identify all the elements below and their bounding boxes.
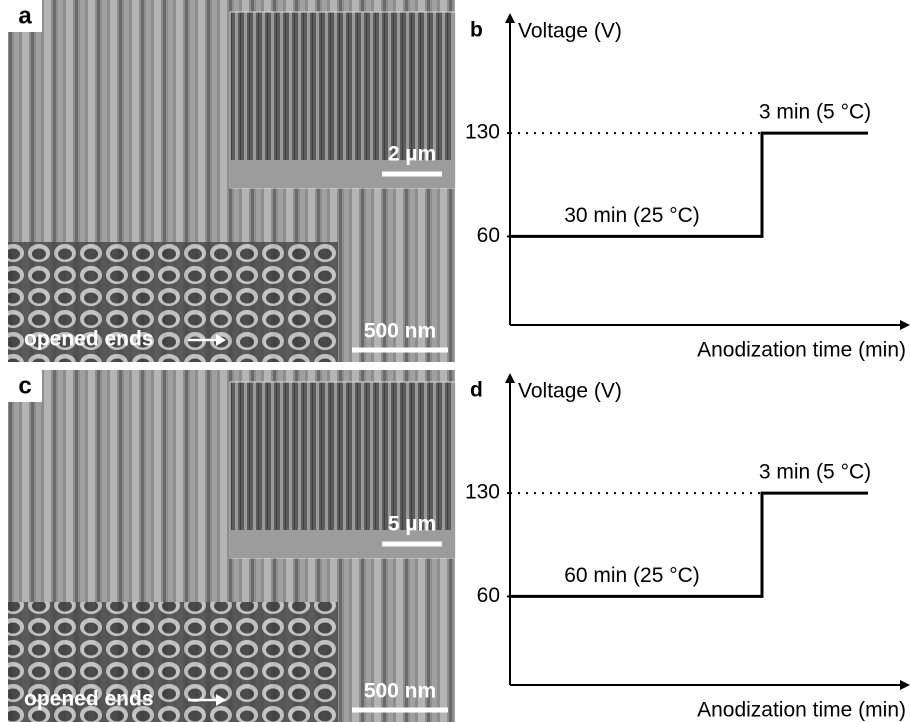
stage-label: 30 min (25 °C) [564, 204, 700, 227]
inset-scale-text: 5 µm [388, 513, 436, 536]
voltage-plot: b Voltage (V) Anodization time (min) 60 130 3… [465, 15, 908, 362]
y-tick-label: 130 [465, 121, 500, 144]
y-axis-label: Voltage (V) [518, 380, 622, 403]
x-axis-label: Anodization time (min) [697, 339, 906, 362]
y-tick-label: 130 [465, 481, 500, 504]
voltage-plot: d Voltage (V) Anodization time (min) 60 130 6… [465, 375, 908, 722]
stage-label: 3 min (5 °C) [759, 101, 871, 124]
scale-text: 500 nm [364, 680, 436, 703]
scale-text: 500 nm [364, 320, 436, 343]
x-axis-label: Anodization time (min) [697, 699, 906, 722]
inset-scale-text: 2 µm [388, 143, 436, 166]
annotation: opened ends [24, 328, 154, 351]
stage-label: 60 min (25 °C) [564, 564, 700, 587]
panel-label: b [470, 19, 483, 42]
annotation: opened ends [24, 688, 154, 711]
sem-image: a 2 µm 500 nm opened ends [8, 0, 455, 362]
panel-label: d [470, 379, 483, 402]
panel-label: c [18, 372, 31, 399]
y-tick-label: 60 [477, 584, 500, 607]
sem-image: c 5 µm 500 nm opened ends [8, 370, 455, 722]
stage-label: 3 min (5 °C) [759, 461, 871, 484]
y-tick-label: 60 [477, 224, 500, 247]
y-axis-label: Voltage (V) [518, 20, 622, 43]
panel-label: a [18, 2, 32, 29]
figure: a 2 µm 500 nm opened ends c 5 µm 500 nm opened … [0, 0, 910, 722]
